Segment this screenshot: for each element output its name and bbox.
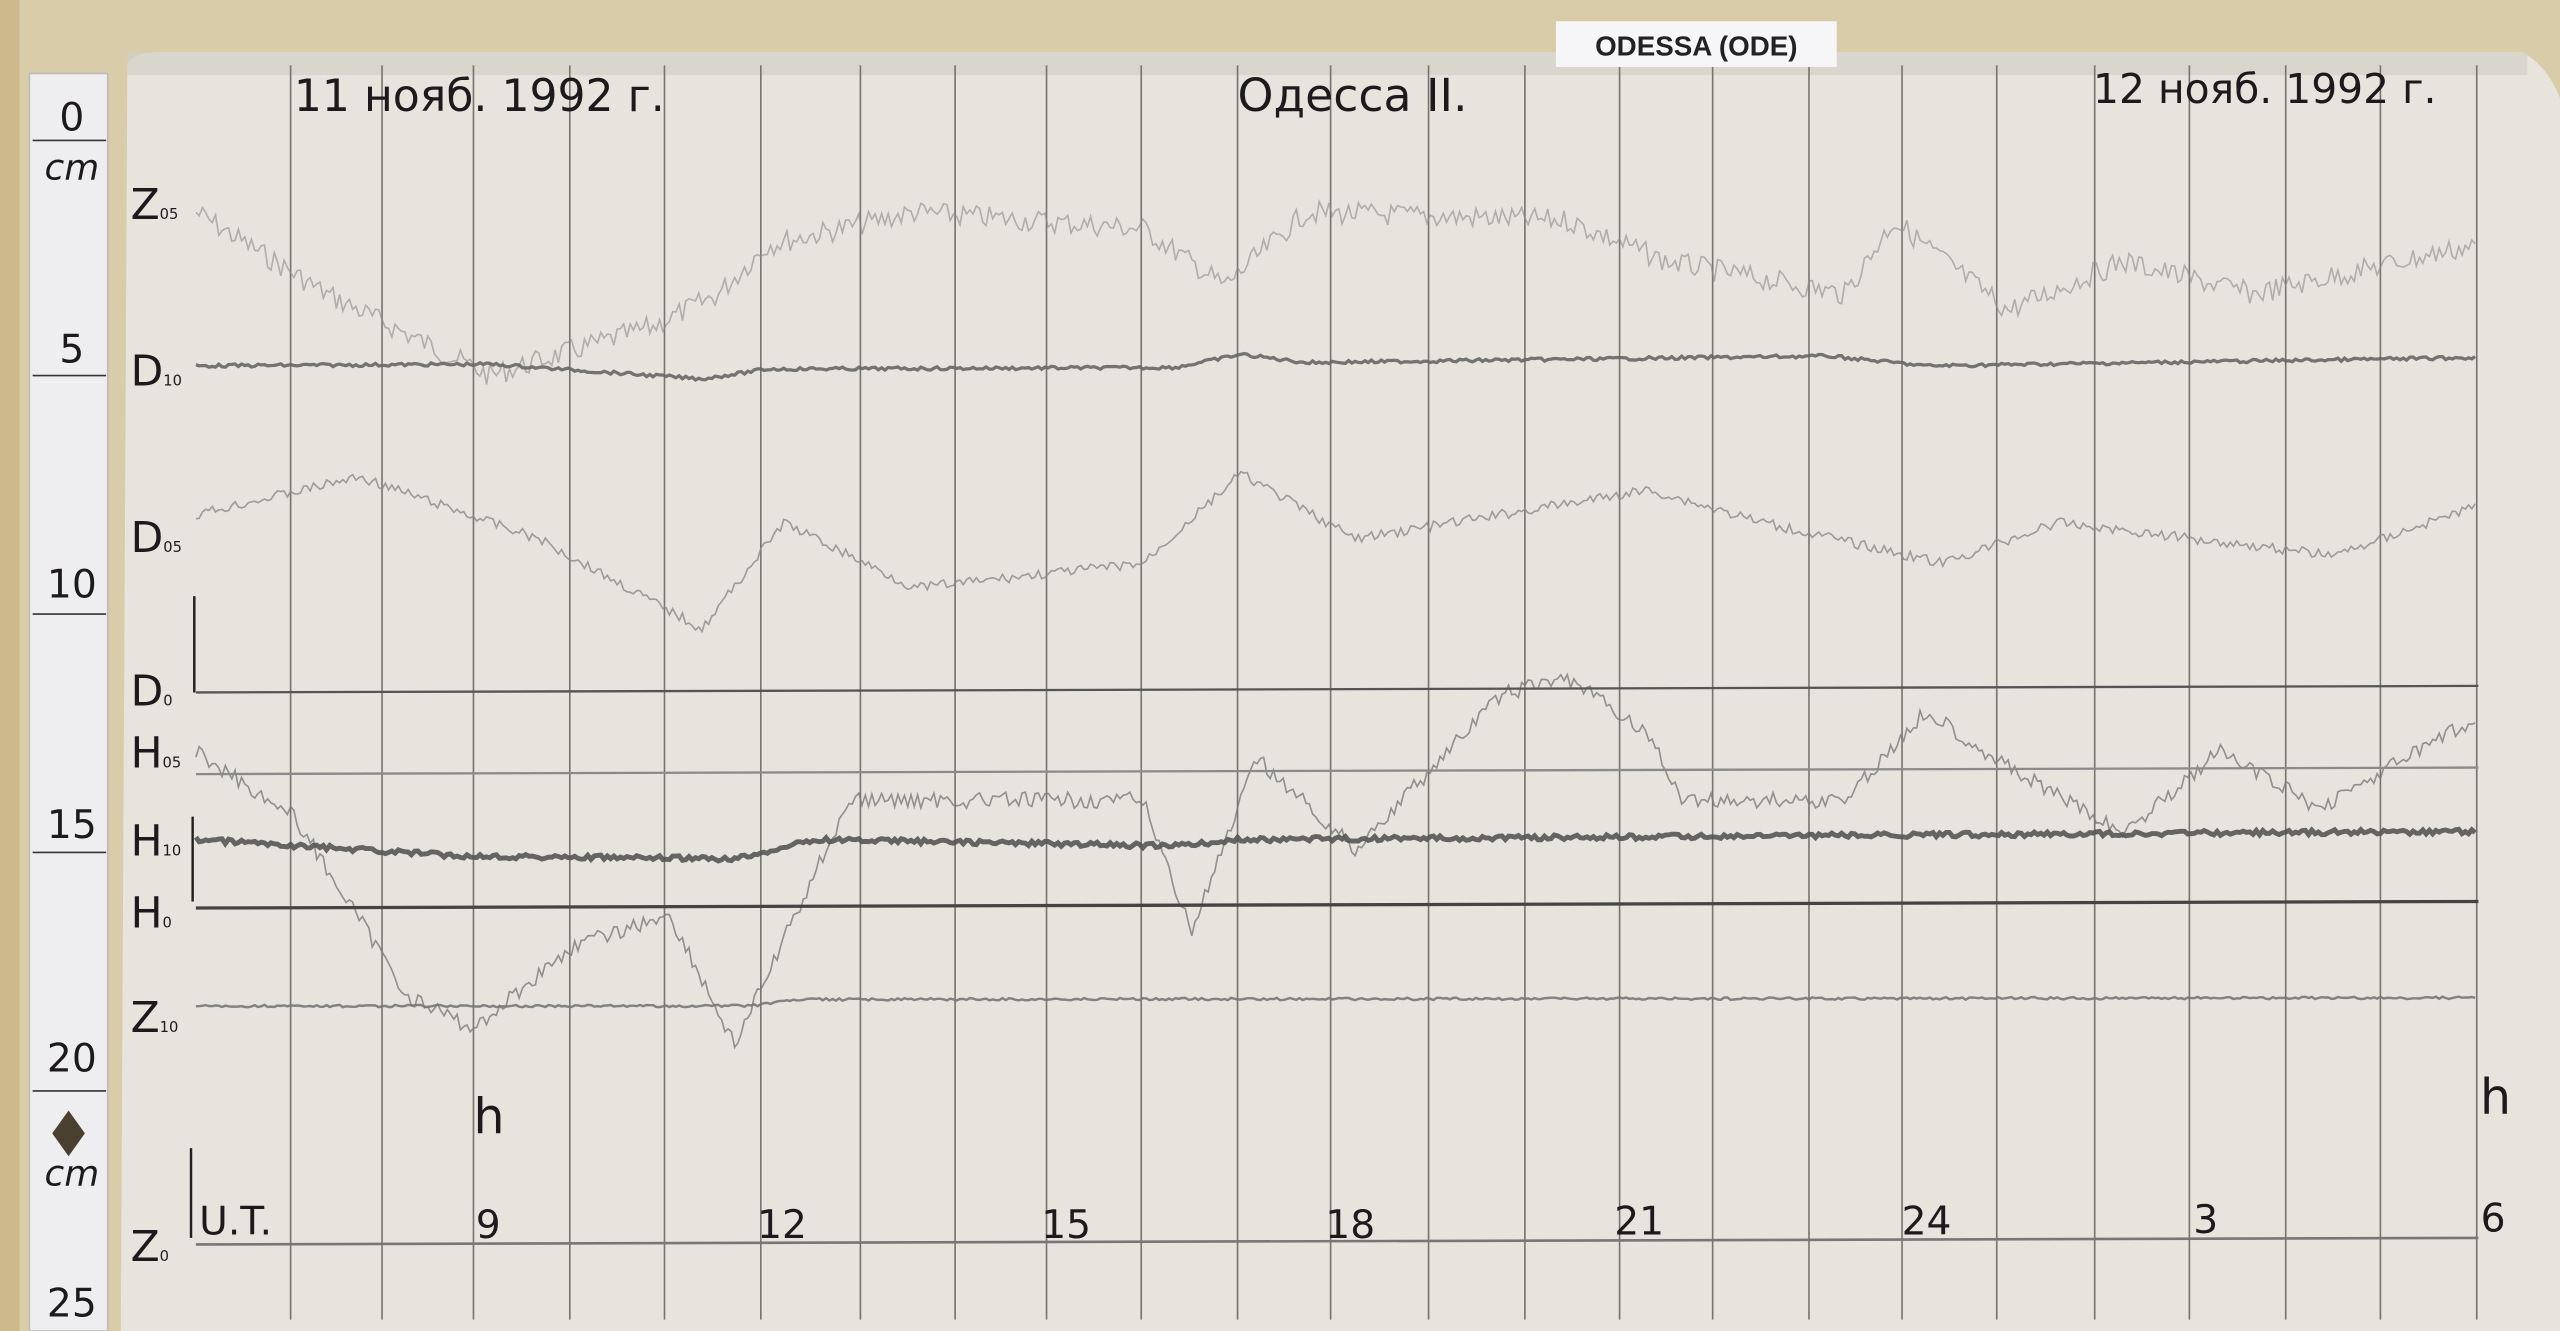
ruler-mark-5: 5 [59,328,84,373]
time-tick: 24 [1902,1200,1952,1245]
time-tick: 15 [1041,1203,1091,1248]
ruler-unit-bottom: cm [44,1154,99,1195]
date-right: 12 нояб. 1992 г. [2093,65,2436,113]
time-tick: 6 [2481,1196,2506,1241]
ruler-mark-10: 10 [47,563,97,608]
ruler-mark-25: 25 [47,1281,97,1326]
ruler-mark-20: 20 [47,1036,97,1081]
trace-h10 [193,826,2477,864]
time-tick: 21 [1614,1200,1664,1245]
station-tag [1555,21,1837,67]
traces [193,199,2477,1050]
hour-unit-left: h [473,1088,504,1145]
baseline-z0 [195,1236,2479,1246]
baseline-d0 [195,684,2479,694]
hour-unit-right: h [2480,1069,2511,1126]
ruler-mark-0: 0 [59,96,84,141]
chart-paper [120,52,2560,1331]
time-tick: 3 [2193,1198,2218,1243]
wall-edge [0,0,20,1331]
time-tick: 9 [476,1203,501,1248]
date-left: 11 нояб. 1992 г. [294,71,665,122]
trace-d10 [195,351,2477,383]
baseline-h0 [195,899,2479,910]
trace-h05 [195,672,2476,1050]
ruler-mark-15: 15 [47,803,97,848]
station-title: Одесса II. [1238,69,1468,122]
station-tag-text: ODESSA (ODE) [1595,31,1797,62]
time-axis-label: U.T. [199,1200,272,1245]
trace-d05 [195,470,2476,634]
trace-z10 [195,995,2476,1009]
time-tick: 12 [757,1203,807,1248]
paper-rolled-edge [127,52,2528,76]
ruler-unit-top: cm [44,148,99,189]
reference-line-h05 [195,766,2479,776]
time-tick: 18 [1325,1203,1375,1248]
trace-z05 [195,199,2476,385]
